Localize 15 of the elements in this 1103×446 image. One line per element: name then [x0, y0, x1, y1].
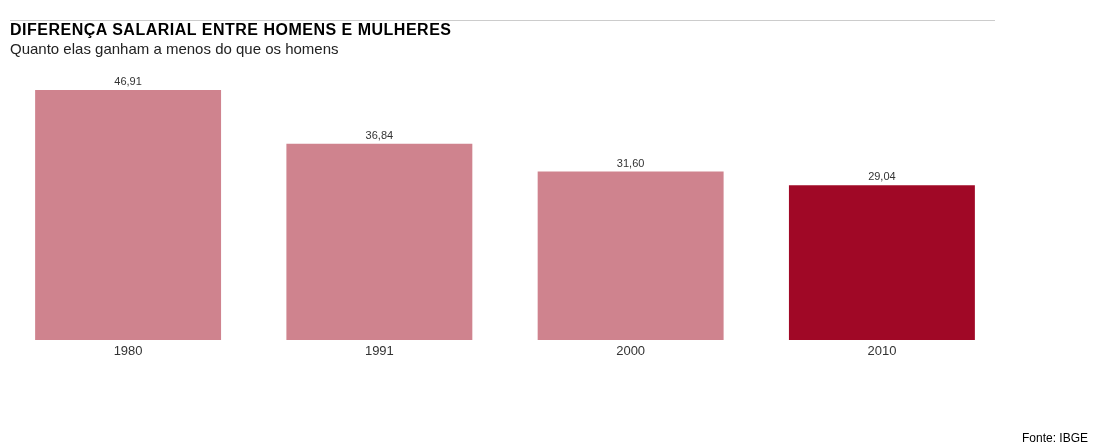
data-label: 36,84: [365, 128, 394, 141]
x-tick-label: 1980: [113, 342, 143, 358]
data-label: 29,04: [868, 170, 896, 183]
bar: [286, 143, 473, 340]
source-note: Fonte: IBGE: [1021, 431, 1088, 445]
data-label: 31,60: [616, 156, 645, 169]
data-label: 46,91: [114, 75, 142, 87]
x-tick-label: 1991: [364, 342, 394, 358]
x-tick-label: 2010: [867, 342, 897, 358]
x-tick-label: 2000: [616, 342, 646, 358]
bar: [788, 185, 975, 340]
chart-title: DIFERENÇA SALARIAL ENTRE HOMENS E MULHERES: [10, 21, 452, 39]
bar: [35, 90, 222, 340]
bar: [537, 171, 724, 340]
chart-subtitle: Quanto elas ganham a menos do que os homens: [10, 40, 339, 57]
